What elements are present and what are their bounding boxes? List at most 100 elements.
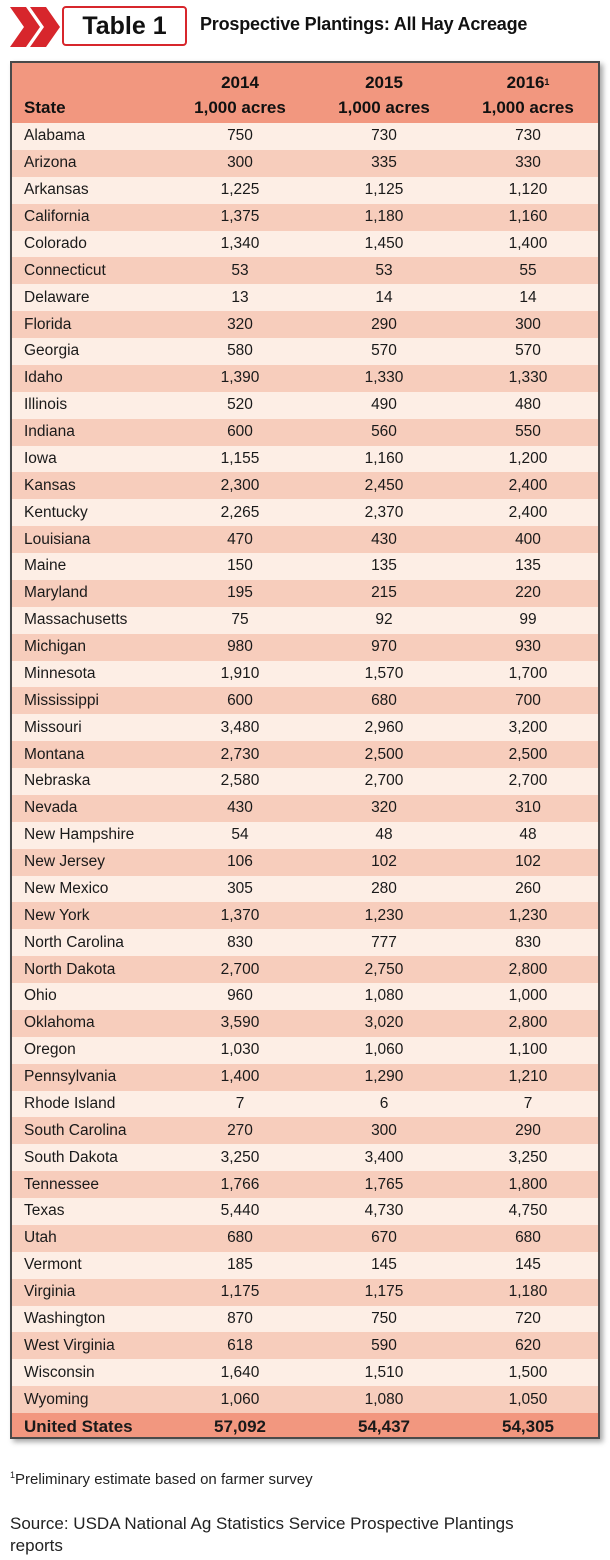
value-2015-cell: 135 <box>371 557 397 575</box>
value-2014-cell: 2,265 <box>220 503 260 521</box>
state-cell: West Virginia <box>24 1336 115 1354</box>
value-2015-cell: 750 <box>371 1309 397 1327</box>
table-row: Connecticut 53 53 55 <box>12 257 598 285</box>
footnote-mark: 1 <box>10 1470 16 1480</box>
column-year: 2016 <box>506 73 545 92</box>
table-row: Washington 870 750 720 <box>12 1305 598 1333</box>
value-2016-cell: 2,400 <box>508 476 548 494</box>
table-row: Iowa 1,155 1,160 1,200 <box>12 445 598 473</box>
value-2014-cell: 1,375 <box>220 208 260 226</box>
value-2014-cell: 1,400 <box>220 1068 260 1086</box>
state-cell: North Dakota <box>24 960 116 978</box>
state-cell: Montana <box>24 745 85 763</box>
table-row: Michigan 980 970 930 <box>12 633 598 661</box>
table-row: North Dakota 2,700 2,750 2,800 <box>12 956 598 983</box>
state-cell: Vermont <box>24 1256 82 1274</box>
state-cell: Kentucky <box>24 503 88 521</box>
state-cell: Indiana <box>24 423 75 441</box>
state-cell: Kansas <box>24 476 76 494</box>
value-2015-cell: 1,160 <box>364 449 404 467</box>
data-table-frame: State 2014 1,000 acres 2015 1,000 acres … <box>10 61 600 1439</box>
hay-acreage-table: State 2014 1,000 acres 2015 1,000 acres … <box>12 63 598 1437</box>
value-2015-cell: 335 <box>371 154 397 172</box>
state-cell: New York <box>24 906 90 924</box>
value-2016-cell: 1,800 <box>508 1175 548 1193</box>
value-2014-cell: 53 <box>231 261 249 279</box>
table-row: New Jersey 106 102 102 <box>12 848 598 876</box>
value-2015-cell: 730 <box>371 127 397 145</box>
value-2015-cell: 1,510 <box>364 1363 404 1381</box>
value-2015-cell: 2,700 <box>364 772 404 790</box>
value-2015-cell: 2,370 <box>364 503 404 521</box>
value-2016-cell: 145 <box>515 1256 541 1274</box>
state-cell: Ohio <box>24 987 57 1005</box>
table-row: Missouri 3,480 2,960 3,200 <box>12 714 598 742</box>
state-cell: Virginia <box>24 1283 76 1301</box>
value-2014-cell: 750 <box>227 127 253 145</box>
state-cell: Iowa <box>24 449 57 467</box>
value-2014-cell: 470 <box>227 530 253 548</box>
value-2014-cell: 2,730 <box>220 745 260 763</box>
value-2016-cell: 260 <box>515 879 541 897</box>
state-cell: Oregon <box>24 1041 76 1059</box>
state-cell: Delaware <box>24 288 90 306</box>
value-2015-cell: 300 <box>371 1121 397 1139</box>
table-row: New Mexico 305 280 260 <box>12 875 598 903</box>
value-2015-cell: 280 <box>371 879 397 897</box>
state-cell: Michigan <box>24 638 87 656</box>
table-row: North Carolina 830 777 830 <box>12 929 598 957</box>
value-2015-cell: 1,080 <box>364 987 404 1005</box>
total-row: United States 57,092 54,437 54,305 <box>12 1413 598 1437</box>
state-cell: South Dakota <box>24 1148 118 1166</box>
table-row: Arizona 300 335 330 <box>12 149 598 177</box>
state-cell: Nevada <box>24 799 78 817</box>
value-2016-cell: 400 <box>515 530 541 548</box>
value-2015-cell: 1,175 <box>364 1283 404 1301</box>
table-row: Arkansas 1,225 1,125 1,120 <box>12 176 598 204</box>
value-2014-cell: 830 <box>227 933 253 951</box>
value-2014-cell: 2,700 <box>220 960 260 978</box>
value-2016-cell: 480 <box>515 396 541 414</box>
table-row: South Carolina 270 300 290 <box>12 1117 598 1145</box>
value-2016-cell: 1,400 <box>508 234 548 252</box>
table-row: Minnesota 1,910 1,570 1,700 <box>12 660 598 688</box>
value-2016-cell: 135 <box>515 557 541 575</box>
value-2014-cell: 960 <box>227 987 253 1005</box>
value-2015-cell: 1,450 <box>364 234 404 252</box>
state-cell: Maryland <box>24 584 88 602</box>
value-2015-cell: 570 <box>371 342 397 360</box>
state-cell: Alabama <box>24 127 86 145</box>
column-header-state: State <box>24 98 66 117</box>
state-cell: Massachusetts <box>24 611 128 629</box>
value-2016-cell: 1,160 <box>508 208 548 226</box>
state-cell: Maine <box>24 557 67 575</box>
column-year: 2014 <box>221 73 259 92</box>
state-cell: Missouri <box>24 718 82 736</box>
value-2016-cell: 220 <box>515 584 541 602</box>
value-2016-cell: 1,230 <box>508 906 548 924</box>
value-2014-cell: 320 <box>227 315 253 333</box>
value-2015-cell: 680 <box>371 691 397 709</box>
value-2016-cell: 720 <box>515 1309 541 1327</box>
value-2014-cell: 7 <box>235 1094 245 1112</box>
value-2015-cell: 1,290 <box>364 1068 404 1086</box>
value-2015-cell: 1,330 <box>364 369 404 387</box>
column-header-2014: 2014 1,000 acres <box>168 63 312 123</box>
value-2016-cell: 14 <box>519 288 537 306</box>
value-2014-cell: 150 <box>227 557 253 575</box>
value-2016-cell: 7 <box>523 1094 533 1112</box>
value-2014-cell: 618 <box>227 1336 253 1354</box>
column-year: 2015 <box>365 73 403 92</box>
state-cell: California <box>24 208 90 226</box>
total-label: United States <box>24 1417 133 1436</box>
value-2016-cell: 830 <box>515 933 541 951</box>
value-2016-cell: 310 <box>515 799 541 817</box>
table-row: Rhode Island 7 6 7 <box>12 1090 598 1118</box>
value-2014-cell: 2,300 <box>220 476 260 494</box>
value-2014-cell: 600 <box>227 423 253 441</box>
value-2015-cell: 4,730 <box>364 1202 404 1220</box>
value-2014-cell: 106 <box>227 853 253 871</box>
state-cell: North Carolina <box>24 933 124 951</box>
value-2016-cell: 3,200 <box>508 718 548 736</box>
value-2014-cell: 3,590 <box>220 1014 260 1032</box>
